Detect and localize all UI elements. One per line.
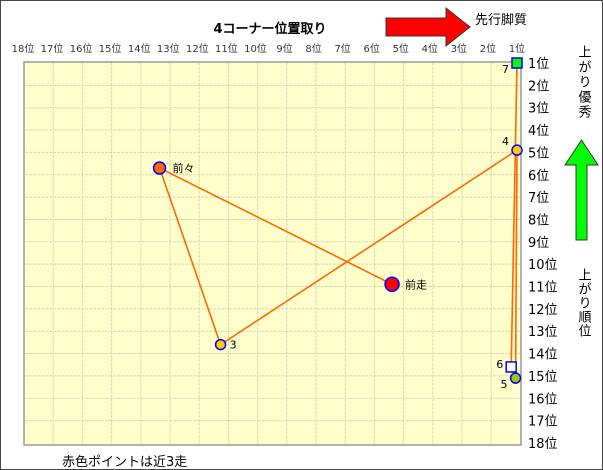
point-label: 6 <box>496 358 503 371</box>
point-label: 前々 <box>173 161 195 175</box>
x-tick-label: 10位 <box>244 42 267 55</box>
connector-line <box>220 149 518 346</box>
y-axis-label: 上がり順位 <box>576 268 592 338</box>
x-tick-label: 13位 <box>157 42 180 55</box>
y-tick-label: 5位 <box>528 146 549 161</box>
x-tick-label: 3位 <box>451 42 467 55</box>
front-runner-label: 先行脚質 <box>475 12 527 28</box>
point-label: 3 <box>230 339 237 352</box>
x-tick-label: 17位 <box>41 42 64 55</box>
point-marker <box>384 276 400 293</box>
y-tick-label: 13位 <box>528 325 558 340</box>
x-tick-label: 14位 <box>128 42 151 55</box>
point-label: 7 <box>502 63 509 76</box>
fast-finish-label: 上がり優秀 <box>576 45 592 120</box>
x-tick-label: 2位 <box>480 42 496 55</box>
point-marker <box>152 161 167 175</box>
connector-line <box>158 167 222 345</box>
point-label: 前走 <box>405 277 427 291</box>
x-tick-label: 4位 <box>422 42 438 55</box>
x-tick-label: 6位 <box>364 42 380 55</box>
y-tick-label: 10位 <box>528 258 558 273</box>
y-tick-label: 14位 <box>528 348 558 363</box>
y-tick-label: 2位 <box>528 79 549 94</box>
x-tick-label: 8位 <box>305 42 321 55</box>
connector-line <box>514 150 518 379</box>
y-tick-label: 4位 <box>528 124 549 139</box>
y-tick-label: 15位 <box>528 370 558 385</box>
point-marker <box>511 144 523 156</box>
fast-finish-arrow-icon <box>564 139 599 241</box>
connector-line <box>159 167 393 285</box>
y-tick-label: 18位 <box>528 437 558 452</box>
chart-title: 4コーナー位置取り <box>213 21 326 37</box>
connector-line <box>510 62 518 367</box>
point-marker <box>505 361 517 373</box>
y-tick-label: 16位 <box>528 392 558 407</box>
x-tick-label: 11位 <box>215 42 238 55</box>
x-tick-label: 1位 <box>509 42 525 55</box>
point-label: 5 <box>501 378 508 391</box>
point-label: 4 <box>502 135 509 148</box>
y-tick-label: 8位 <box>528 213 549 228</box>
x-tick-label: 15位 <box>99 42 122 55</box>
point-marker <box>509 372 522 384</box>
y-tick-label: 3位 <box>528 102 549 117</box>
y-tick-label: 17位 <box>528 415 558 430</box>
x-tick-label: 7位 <box>334 42 350 55</box>
y-tick-label: 12位 <box>528 303 558 318</box>
x-tick-label: 12位 <box>186 42 209 55</box>
y-tick-label: 1位 <box>528 57 549 72</box>
y-tick-label: 7位 <box>528 191 549 206</box>
y-tick-label: 11位 <box>528 281 558 296</box>
x-tick-label: 18位 <box>12 42 35 55</box>
y-tick-label: 6位 <box>528 169 549 184</box>
note-label: 赤色ポイントは近3走 <box>62 454 187 470</box>
x-tick-label: 9位 <box>276 42 292 55</box>
plot-area <box>23 61 522 446</box>
point-marker <box>511 57 523 69</box>
point-marker <box>214 338 227 351</box>
x-tick-label: 5位 <box>393 42 409 55</box>
x-tick-label: 16位 <box>70 42 93 55</box>
y-tick-label: 9位 <box>528 236 549 251</box>
front-runner-arrow-icon <box>385 6 471 48</box>
